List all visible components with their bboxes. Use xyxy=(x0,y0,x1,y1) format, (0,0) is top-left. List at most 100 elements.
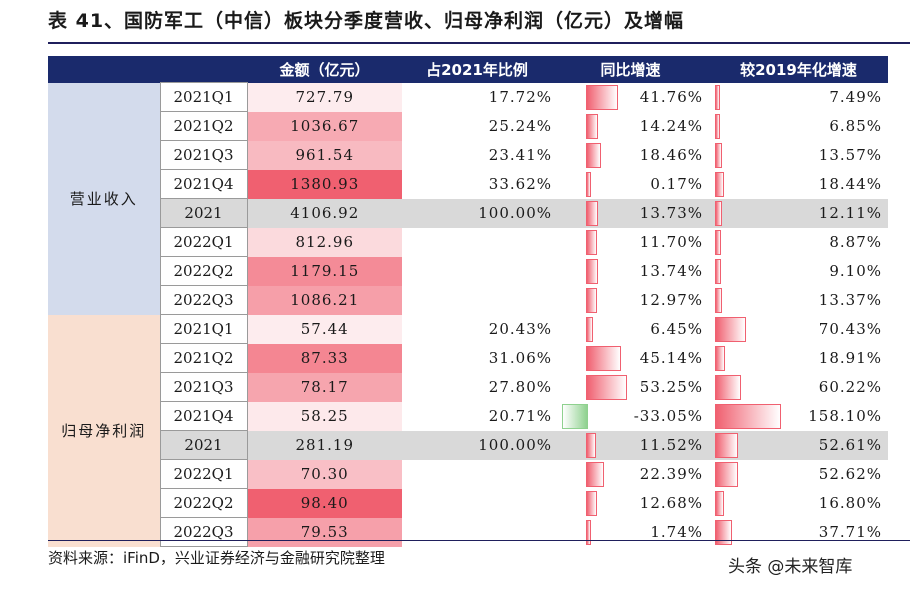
share-cell: 31.06% xyxy=(488,349,552,367)
yoy-cell: 6.45% xyxy=(552,315,709,344)
table-row: 2021Q3 78.17 27.80% 53.25% 60.22% xyxy=(48,372,888,402)
share-cell xyxy=(402,489,552,518)
header-vs2019: 较2019年化增速 xyxy=(709,56,888,83)
vs2019-bar xyxy=(715,84,721,110)
yoy-cell: 41.76% xyxy=(552,83,709,112)
period-cell: 2022Q1 xyxy=(159,227,248,257)
data-table: 金额（亿元） 占2021年比例 同比增速 较2019年化增速 营业收入 2021Q… xyxy=(48,56,888,547)
table-row: 2022Q3 79.53 1.74% 37.71% xyxy=(48,517,888,547)
vs2019-cell: 158.10% xyxy=(709,402,888,431)
vs2019-bar xyxy=(715,258,721,284)
yoy-value: 22.39% xyxy=(639,464,703,483)
amount-cell: 98.40 xyxy=(247,488,402,518)
vs2019-cell: 9.10% xyxy=(709,257,888,286)
vs2019-cell: 12.11% xyxy=(709,198,888,228)
header-yoy: 同比增速 xyxy=(552,56,709,83)
yoy-bar xyxy=(586,171,591,197)
vs2019-value: 52.61% xyxy=(818,435,882,454)
amount-cell: 79.53 xyxy=(247,517,402,547)
yoy-bar xyxy=(586,316,593,342)
yoy-cell: 13.73% xyxy=(552,198,709,228)
share-cell: 20.71% xyxy=(488,407,552,425)
share-cell: 25.24% xyxy=(488,117,552,135)
period-cell: 2021Q4 xyxy=(159,169,248,199)
amount-cell: 961.54 xyxy=(247,140,402,170)
header-amount: 金额（亿元） xyxy=(247,56,402,83)
yoy-value: 53.25% xyxy=(639,377,703,396)
yoy-value: 11.52% xyxy=(639,435,703,454)
amount-cell: 87.33 xyxy=(247,343,402,373)
vs2019-cell: 60.22% xyxy=(709,373,888,402)
amount-cell: 1036.67 xyxy=(247,111,402,141)
yoy-bar xyxy=(586,345,621,371)
total-row: 2021 4106.92 100.00% 13.73% 12.11% xyxy=(48,198,888,228)
vs2019-bar xyxy=(715,461,739,487)
amount-cell: 812.96 xyxy=(247,227,402,257)
yoy-value: 12.97% xyxy=(639,290,703,309)
yoy-value: 12.68% xyxy=(639,493,703,512)
vs2019-bar xyxy=(715,374,742,400)
vs2019-bar xyxy=(715,403,782,429)
vs2019-value: 13.57% xyxy=(818,145,882,164)
vs2019-bar xyxy=(715,287,723,313)
yoy-bar xyxy=(561,403,588,429)
table-row: 2021Q2 1036.67 25.24% 14.24% 6.85% xyxy=(48,111,888,141)
yoy-cell: 53.25% xyxy=(552,373,709,402)
yoy-cell: 12.97% xyxy=(552,286,709,315)
yoy-cell: 13.74% xyxy=(552,257,709,286)
header-blank xyxy=(160,56,247,83)
yoy-value: 45.14% xyxy=(639,348,703,367)
yoy-cell: 11.70% xyxy=(552,228,709,257)
vs2019-bar xyxy=(715,113,720,139)
table-row: 2021Q2 87.33 31.06% 45.14% 18.91% xyxy=(48,343,888,373)
vs2019-cell: 52.61% xyxy=(709,430,888,460)
share-cell: 20.43% xyxy=(488,320,552,338)
yoy-value: 6.45% xyxy=(650,319,703,338)
yoy-value: 13.74% xyxy=(639,261,703,280)
yoy-value: 18.46% xyxy=(639,145,703,164)
vs2019-bar xyxy=(715,200,722,226)
vs2019-value: 18.44% xyxy=(818,174,882,193)
yoy-bar xyxy=(586,113,599,139)
amount-cell: 281.19 xyxy=(247,430,402,460)
title-rule xyxy=(48,42,910,44)
amount-cell: 4106.92 xyxy=(247,198,402,228)
yoy-cell: 14.24% xyxy=(552,112,709,141)
period-cell: 2021Q1 xyxy=(159,82,248,112)
period-cell: 2021Q3 xyxy=(159,140,248,170)
yoy-bar xyxy=(586,490,598,516)
yoy-value: 1.74% xyxy=(650,522,703,541)
vs2019-value: 12.11% xyxy=(818,203,882,222)
yoy-value: 11.70% xyxy=(639,232,703,251)
yoy-cell: -33.05% xyxy=(552,402,709,431)
vs2019-bar xyxy=(715,142,723,168)
share-cell xyxy=(402,228,552,257)
yoy-bar xyxy=(586,84,619,110)
vs2019-value: 16.80% xyxy=(818,493,882,512)
yoy-value: 13.73% xyxy=(639,203,703,222)
vs2019-cell: 52.62% xyxy=(709,460,888,489)
share-cell xyxy=(402,286,552,315)
yoy-bar xyxy=(586,519,591,545)
vs2019-value: 18.91% xyxy=(818,348,882,367)
vs2019-bar xyxy=(715,171,725,197)
group-label: 营业收入 xyxy=(48,82,161,315)
vs2019-cell: 13.37% xyxy=(709,286,888,315)
watermark: 头条 @未来智库 xyxy=(728,552,852,582)
amount-cell: 1380.93 xyxy=(247,169,402,199)
group-label: 归母净利润 xyxy=(48,314,161,547)
yoy-bar xyxy=(586,142,602,168)
period-cell: 2021Q2 xyxy=(159,111,248,141)
total-row: 2021 281.19 100.00% 11.52% 52.61% xyxy=(48,430,888,460)
yoy-bar xyxy=(586,287,598,313)
yoy-cell: 12.68% xyxy=(552,489,709,518)
period-cell: 2021Q3 xyxy=(159,372,248,402)
yoy-cell: 11.52% xyxy=(552,430,709,460)
amount-cell: 78.17 xyxy=(247,372,402,402)
source-note: 资料来源：iFinD，兴业证券经济与金融研究院整理 xyxy=(48,549,385,567)
period-cell: 2022Q1 xyxy=(159,459,248,489)
vs2019-value: 52.62% xyxy=(818,464,882,483)
vs2019-value: 70.43% xyxy=(818,319,882,338)
yoy-bar xyxy=(586,258,598,284)
share-cell: 27.80% xyxy=(488,378,552,396)
